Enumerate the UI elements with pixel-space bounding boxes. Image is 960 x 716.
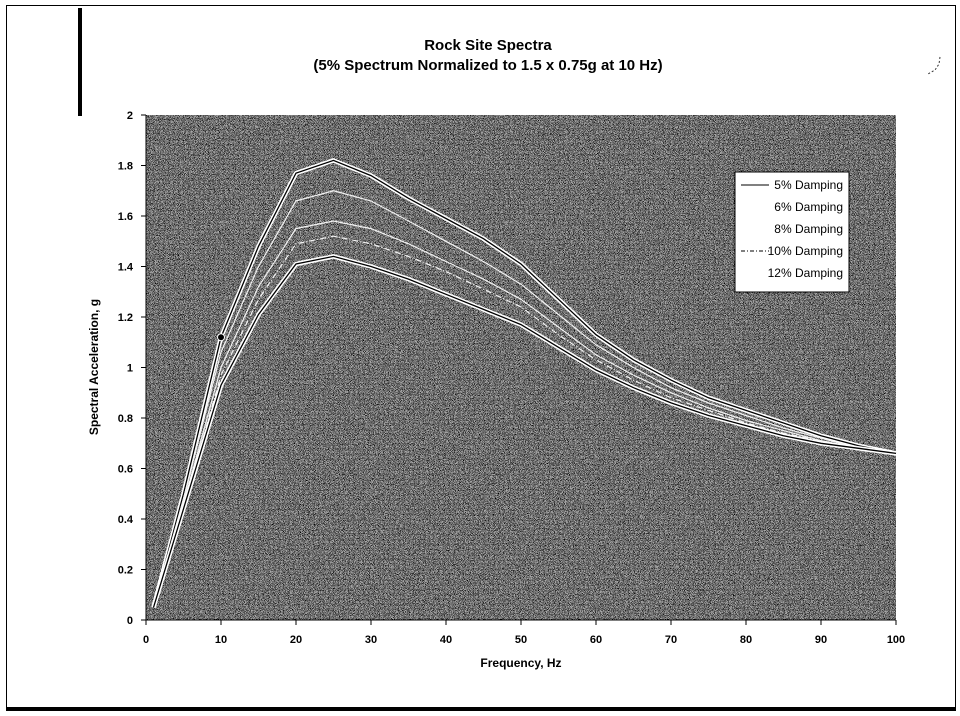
x-tick-label: 60 (590, 634, 602, 646)
y-ticks: 0 0.2 0.4 0.6 0.8 1 1.2 1.4 1.6 1.8 2 (118, 110, 146, 627)
highlight-point (217, 333, 225, 342)
y-tick-label: 0.4 (118, 514, 134, 526)
y-tick-label: 1 (127, 363, 133, 375)
series-line (152, 190, 897, 608)
series-line (152, 159, 897, 608)
legend-box (734, 171, 850, 293)
legend-label: 12% Damping (768, 266, 843, 280)
legend-label: 8% Damping (774, 222, 843, 236)
legend-label: 5% Damping (774, 178, 843, 192)
y-tick-label: 2 (127, 110, 133, 122)
series-layer (151, 158, 897, 609)
legend-label: 6% Damping (774, 200, 843, 214)
x-tick-label: 100 (887, 634, 905, 646)
x-ticks: 0 10 20 30 40 50 60 70 80 90 100 (143, 620, 905, 646)
series-line (152, 255, 897, 608)
figure-frame (6, 5, 956, 708)
y-tick-label: 0 (127, 615, 133, 627)
series-line (152, 235, 897, 608)
chart-title: Rock Site Spectra (424, 37, 552, 54)
x-tick-label: 30 (365, 634, 377, 646)
y-tick-label: 0.8 (118, 413, 133, 425)
y-tick-label: 1.4 (118, 262, 134, 274)
y-tick-label: 1.2 (118, 312, 133, 324)
x-tick-label: 80 (740, 634, 752, 646)
bottom-rule (6, 708, 956, 711)
y-tick-label: 1.6 (118, 211, 133, 223)
chart-subtitle: (5% Spectrum Normalized to 1.5 x 0.75g a… (313, 57, 662, 74)
x-tick-label: 40 (440, 634, 452, 646)
x-tick-label: 50 (515, 634, 527, 646)
x-axis-label: Frequency, Hz (480, 656, 561, 670)
x-tick-label: 90 (815, 634, 827, 646)
x-tick-label: 10 (215, 634, 227, 646)
point-layer (217, 333, 225, 342)
y-axis-label: Spectral Acceleration, g (87, 299, 101, 435)
y-tick-label: 0.2 (118, 565, 133, 577)
y-tick-label: 0.6 (118, 464, 133, 476)
x-tick-label: 20 (290, 634, 302, 646)
y-tick-label: 1.8 (118, 161, 133, 173)
margin-marker-bar (78, 8, 82, 116)
x-tick-label: 70 (665, 634, 677, 646)
series-line (152, 220, 897, 608)
legend-label: 10% Damping (768, 244, 843, 258)
x-tick-label: 0 (143, 634, 149, 646)
legend: 5% Damping 6% Damping 8% Damping 10% Dampin… (734, 171, 850, 293)
